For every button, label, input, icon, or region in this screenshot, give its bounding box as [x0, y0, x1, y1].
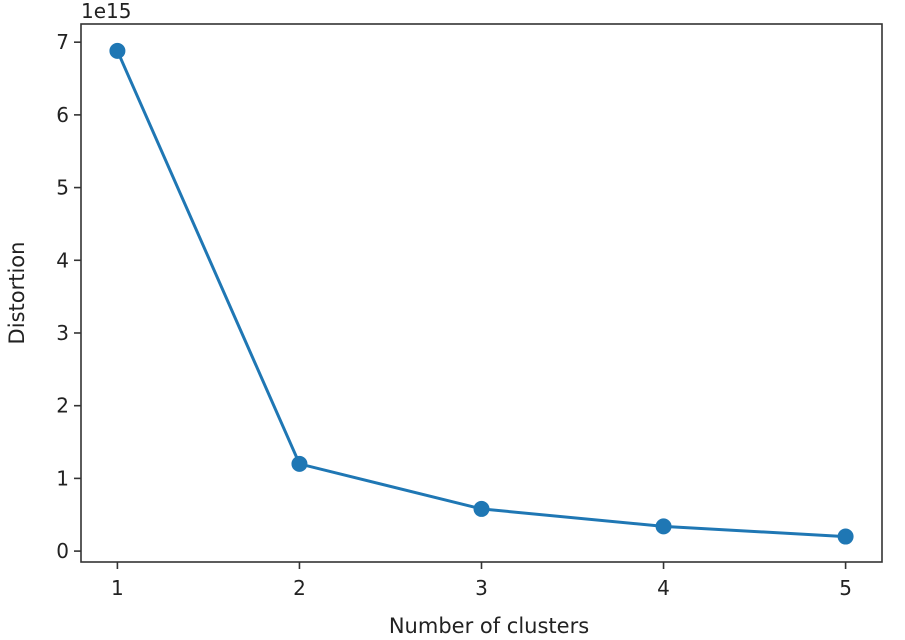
- y-tick-label: 5: [56, 176, 69, 200]
- x-tick-label: 3: [475, 576, 488, 600]
- x-axis-label: Number of clusters: [389, 614, 589, 638]
- x-tick-label: 1: [111, 576, 124, 600]
- data-point: [109, 42, 126, 59]
- y-axis-ticks: 0 1 2 3 4 5 6 7: [56, 30, 81, 563]
- y-tick-label: 2: [56, 394, 69, 418]
- y-axis-label: Distortion: [5, 242, 29, 345]
- y-tick-label: 1: [56, 466, 69, 490]
- data-point: [473, 500, 490, 517]
- y-tick-label: 0: [56, 539, 69, 563]
- y-tick-label: 6: [56, 103, 69, 127]
- data-point: [655, 518, 672, 535]
- x-tick-label: 2: [293, 576, 306, 600]
- x-tick-label: 4: [657, 576, 670, 600]
- x-tick-label: 5: [839, 576, 852, 600]
- distortion-series-line: [116, 50, 846, 539]
- plot-frame: [80, 23, 883, 563]
- data-point: [291, 455, 308, 472]
- y-offset-label: 1e15: [81, 0, 131, 23]
- y-tick-label: 7: [56, 30, 69, 54]
- y-tick-label: 4: [56, 248, 69, 272]
- x-axis-ticks: 1 2 3 4 5: [111, 562, 852, 600]
- y-tick-label: 3: [56, 321, 69, 345]
- data-point-markers: [109, 42, 854, 545]
- data-point: [837, 528, 854, 545]
